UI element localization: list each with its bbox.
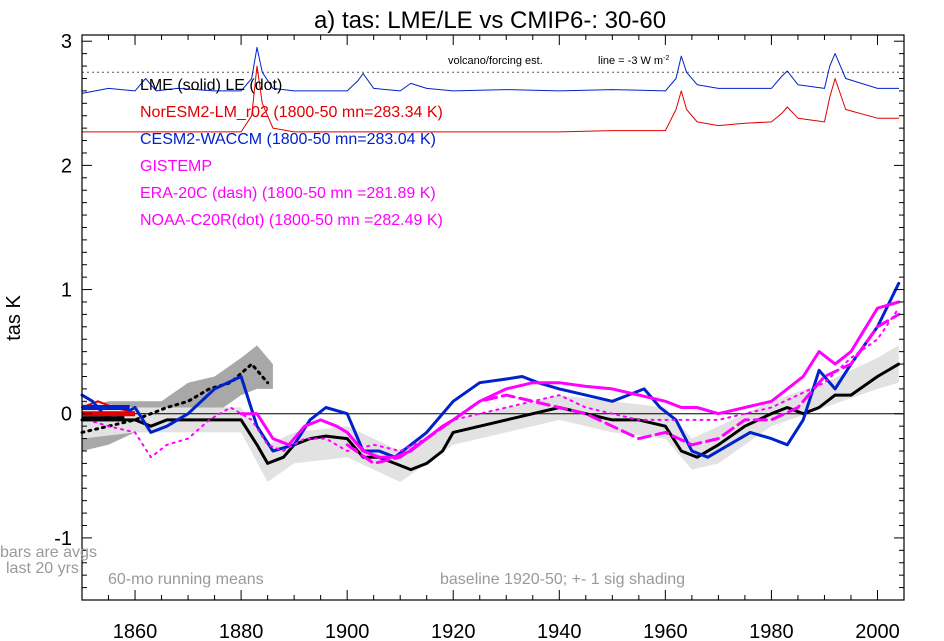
x-tick-label: 1880 [219, 621, 264, 641]
forcing-line-label: line = -3 W m-2 [598, 55, 669, 67]
forcing-line-sup: -2 [663, 55, 669, 62]
plot-frame [81, 34, 905, 601]
series-noaa-c20r-dot [86, 307, 900, 459]
x-tick-label: 1900 [325, 621, 370, 641]
y-tick-label: -1 [54, 528, 72, 550]
series-cesm2-waccm [80, 281, 901, 459]
legend-entry-3: GISTEMP [140, 158, 212, 175]
series-cesm2-forcing-blue [81, 46, 900, 94]
bars-note-1: bars are avgs [0, 544, 97, 561]
series-lines [80, 46, 901, 472]
y-tick-label: 3 [61, 31, 72, 53]
x-tick-label: 1960 [643, 621, 688, 641]
x-tick-label: 2000 [855, 621, 900, 641]
forcing-line-text: line = -3 W m [598, 55, 663, 67]
legend-entry-5: NOAA-C20R(dot) (1800-50 mn =282.49 K) [140, 212, 443, 229]
y-tick-label: 1 [61, 280, 72, 302]
y-axis-label: tas K [3, 295, 25, 341]
y-tick-label: 2 [61, 155, 72, 177]
y-tick-label: 0 [61, 404, 72, 426]
baseline-note: baseline 1920-50; +- 1 sig shading [440, 571, 685, 588]
series-le-dot [80, 362, 270, 434]
x-tick-label: 1980 [749, 621, 794, 641]
running-means-note: 60-mo running means [108, 571, 264, 588]
legend-entry-2: CESM2-WACCM (1800-50 mn=283.04 K) [140, 131, 436, 148]
x-tick-label: 1940 [537, 621, 582, 641]
reference-lines [82, 71, 904, 415]
legend: LME (solid) LE (dot) NorESM2-LM_r02 (1800… [140, 77, 443, 229]
x-tick-label: 1920 [431, 621, 476, 641]
chart-title: a) tas: LME/LE vs CMIP6-: 30-60 [314, 7, 666, 34]
legend-entry-0: LME (solid) LE (dot) [140, 77, 282, 94]
axes-ticks: -1 0 1 2 3 1860 1880 1900 1920 1940 1960 1980 2000 [54, 31, 905, 641]
legend-entry-4: ERA-20C (dash) (1800-50 mn =281.89 K) [140, 185, 436, 202]
x-tick-label: 1860 [113, 621, 158, 641]
series-gistemp [239, 300, 901, 459]
bars-note-2: last 20 yrs [6, 560, 79, 577]
series-lme-solid [80, 362, 901, 472]
series-noresm2-forcing-red [81, 65, 900, 133]
volcano-label: volcano/forcing est. [448, 55, 543, 67]
legend-entry-1: NorESM2-LM_r02 (1800-50 mn=283.34 K) [140, 104, 443, 121]
